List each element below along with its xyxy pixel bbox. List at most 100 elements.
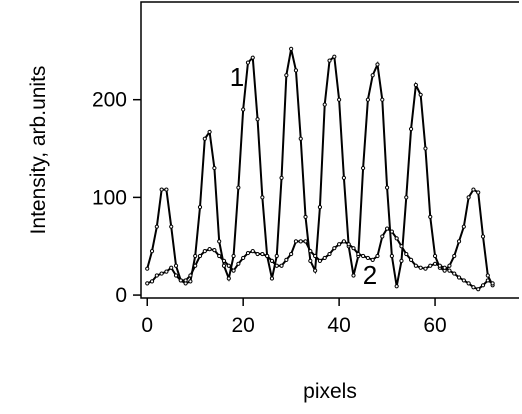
data-point — [461, 224, 466, 229]
data-point — [284, 73, 289, 78]
data-point — [432, 261, 438, 266]
data-point — [490, 281, 495, 286]
data-point — [154, 273, 159, 278]
data-point — [293, 239, 299, 244]
data-point — [241, 255, 246, 261]
data-point — [394, 284, 399, 289]
data-point — [404, 195, 409, 200]
data-point — [476, 190, 481, 195]
data-point — [466, 281, 471, 286]
data-point — [432, 253, 438, 259]
data-point — [389, 253, 394, 259]
data-point — [188, 273, 193, 278]
data-point — [279, 175, 284, 180]
data-point — [154, 224, 159, 229]
data-point — [197, 253, 203, 259]
plot-frame — [140, 1, 519, 299]
data-point — [231, 268, 236, 273]
data-point — [476, 287, 481, 292]
data-point — [197, 205, 203, 210]
data-point — [418, 92, 423, 97]
y-tick-label: 200 — [92, 89, 127, 112]
data-point — [365, 255, 370, 261]
data-point — [480, 234, 486, 239]
data-point — [327, 58, 332, 63]
data-point — [260, 251, 265, 257]
data-point — [370, 73, 375, 78]
data-point — [423, 266, 428, 271]
data-point — [341, 175, 347, 180]
data-point — [313, 268, 318, 273]
data-point — [231, 253, 236, 259]
data-point — [471, 285, 476, 290]
x-tick-label: 40 — [327, 314, 350, 337]
data-point — [485, 278, 490, 283]
data-point — [428, 263, 433, 268]
data-point — [289, 251, 294, 257]
data-point — [399, 244, 404, 249]
data-point — [269, 258, 275, 263]
data-point — [293, 68, 299, 73]
data-point — [389, 229, 394, 234]
data-point — [226, 263, 231, 268]
data-point — [337, 242, 342, 247]
data-point — [408, 257, 414, 263]
data-point — [149, 279, 155, 284]
data-point — [317, 258, 323, 263]
data-point — [202, 249, 207, 254]
data-point — [207, 247, 212, 252]
data-point — [260, 195, 265, 200]
data-point — [308, 258, 313, 263]
data-point — [173, 273, 179, 278]
data-point — [341, 239, 347, 244]
data-point — [178, 278, 183, 283]
data-point — [404, 251, 409, 257]
data-point — [317, 205, 323, 210]
data-point — [188, 279, 193, 284]
y-tick-label: 100 — [92, 186, 127, 209]
data-point — [327, 251, 332, 257]
data-point — [255, 117, 260, 122]
data-point — [423, 146, 428, 151]
data-point — [265, 253, 270, 259]
data-point — [164, 187, 169, 192]
data-point — [298, 239, 303, 244]
data-point — [384, 226, 390, 231]
data-point — [303, 239, 308, 244]
data-point — [447, 268, 452, 273]
data-point — [394, 236, 399, 241]
data-point — [274, 263, 279, 268]
y-axis-label: Intensity, arb.units — [27, 66, 50, 235]
data-point — [145, 281, 150, 286]
data-point — [212, 248, 217, 253]
data-point — [149, 249, 155, 254]
data-point — [245, 60, 251, 65]
data-point — [428, 214, 433, 220]
data-point — [236, 185, 241, 190]
data-point — [193, 263, 198, 268]
x-tick-label: 0 — [141, 314, 153, 337]
data-point — [375, 253, 380, 259]
data-point — [442, 265, 447, 270]
data-point — [164, 269, 169, 274]
data-point — [308, 249, 313, 254]
data-point — [360, 253, 366, 259]
data-point — [221, 263, 227, 268]
data-point — [207, 129, 212, 135]
data-point — [399, 258, 404, 263]
data-point — [169, 265, 174, 270]
data-point — [250, 55, 255, 60]
data-point — [351, 273, 356, 278]
data-point — [351, 246, 356, 251]
data-point — [173, 263, 179, 268]
data-point — [241, 107, 246, 112]
data-point — [466, 195, 471, 200]
data-point — [274, 253, 279, 259]
data-point — [284, 257, 289, 263]
data-point — [384, 185, 390, 190]
data-point — [380, 234, 385, 239]
data-point — [418, 265, 423, 270]
x-axis-label: pixels — [303, 380, 357, 403]
data-point — [452, 271, 457, 276]
data-point — [375, 62, 380, 67]
